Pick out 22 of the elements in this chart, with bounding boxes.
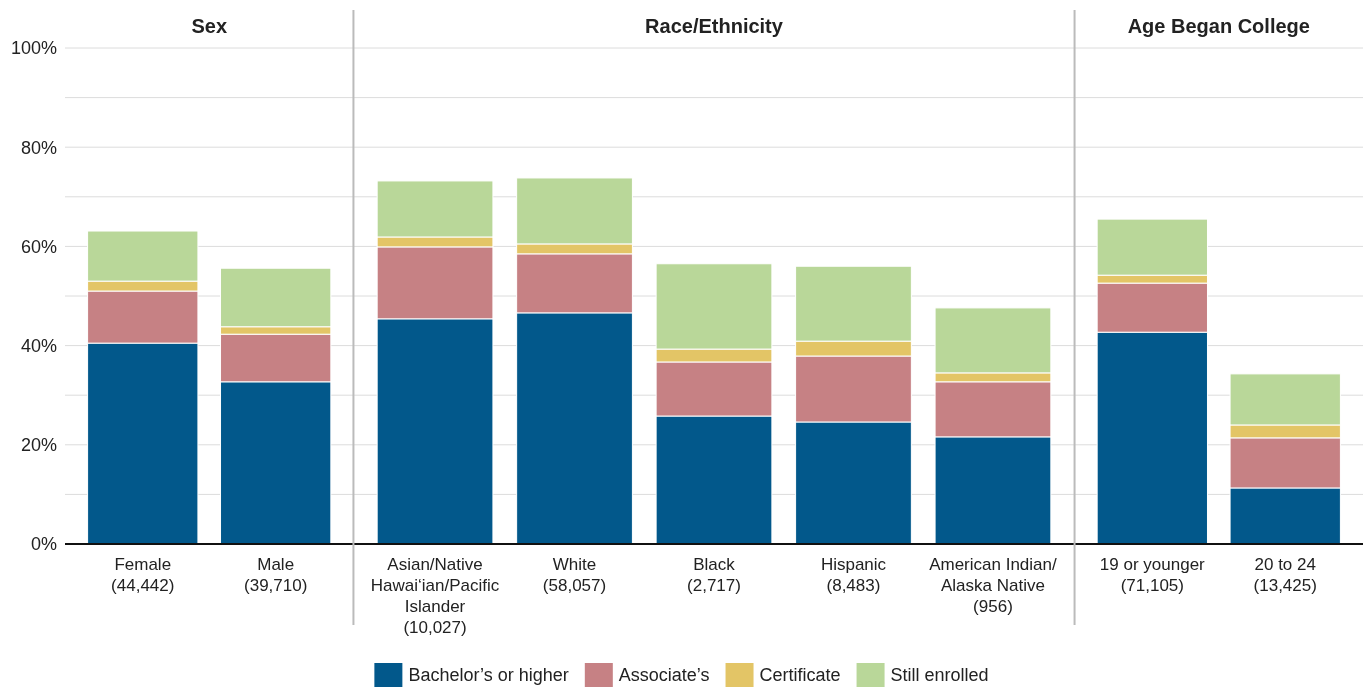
y-tick-label: 0% bbox=[30, 534, 57, 555]
x-tick-label: 19 or younger (71,105) bbox=[1099, 555, 1206, 595]
x-tick-label: Female (44,442) bbox=[111, 555, 175, 595]
chart-title: Race/Ethnicity bbox=[645, 15, 784, 37]
y-tick-label: 40% bbox=[20, 335, 57, 356]
x-tick-label: 20 to 24 (13,425) bbox=[1253, 555, 1317, 595]
legend-label: Certificate bbox=[759, 665, 841, 686]
y-tick-label: 20% bbox=[20, 435, 57, 456]
x-tick-label: Male (39,710) bbox=[244, 555, 308, 595]
y-tick-label: 80% bbox=[20, 137, 57, 158]
y-tick-label: 100% bbox=[10, 38, 57, 59]
x-tick-label: American Indian/ Alaska Native (956) bbox=[929, 555, 1058, 616]
chart-title: Age Began College bbox=[1127, 15, 1310, 37]
legend-label: Bachelor’s or higher bbox=[408, 665, 569, 686]
chart-title: Sex bbox=[191, 15, 228, 37]
legend-label: Associate’s bbox=[618, 665, 710, 686]
x-tick-label: Asian/Native Hawai‘ian/Pacific Islander (10,027) bbox=[370, 555, 500, 637]
x-tick-label: Black (2,717) bbox=[687, 555, 741, 595]
x-tick-label: White (58,057) bbox=[542, 555, 607, 595]
legend-label: Still enrolled bbox=[890, 665, 989, 686]
x-tick-label: Hispanic (8,483) bbox=[820, 555, 887, 595]
y-tick-label: 60% bbox=[20, 236, 57, 257]
